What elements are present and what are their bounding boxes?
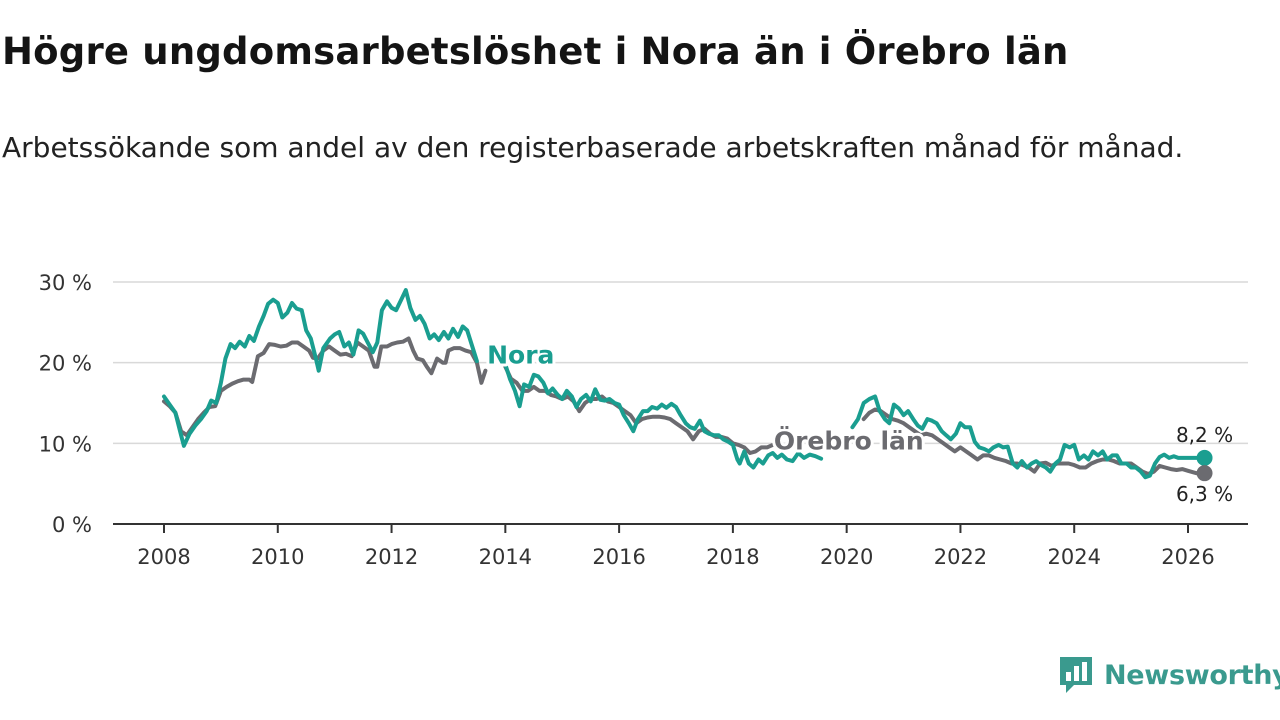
chart-title: Högre ungdomsarbetslöshet i Nora än i Ör… bbox=[2, 30, 1069, 73]
series-label-orebro-lan: Örebro län bbox=[774, 425, 924, 455]
end-markers: 8,2 % 6,3 % bbox=[1176, 423, 1233, 506]
end-value-label-orebro-lan: 6,3 % bbox=[1176, 482, 1233, 506]
x-tick-label: 2022 bbox=[934, 545, 987, 569]
x-tick-label: 2024 bbox=[1047, 545, 1100, 569]
end-marker-nora bbox=[1196, 449, 1213, 466]
x-tick-label: 2020 bbox=[820, 545, 873, 569]
chart-subtitle: Arbetssökande som andel av den registerb… bbox=[2, 131, 1184, 164]
y-tick-label: 10 % bbox=[39, 432, 92, 456]
x-tick-label: 2008 bbox=[137, 545, 190, 569]
y-tick-label: 20 % bbox=[39, 352, 92, 376]
series-lines bbox=[162, 288, 1199, 480]
series-label-nora: Nora bbox=[487, 341, 554, 370]
x-tick-label: 2026 bbox=[1161, 545, 1214, 569]
newsworthy-brand: Newsworthy bbox=[1058, 654, 1280, 696]
x-tick-label: 2012 bbox=[365, 545, 418, 569]
x-tick-label: 2014 bbox=[479, 545, 532, 569]
end-value-label-nora: 8,2 % bbox=[1176, 423, 1233, 447]
series-line-nora bbox=[162, 288, 1199, 480]
grid-lines bbox=[113, 281, 1248, 445]
x-tick-label: 2010 bbox=[251, 545, 304, 569]
y-tick-label: 30 % bbox=[39, 271, 92, 295]
end-marker-orebro-lan bbox=[1196, 465, 1213, 482]
brand-name: Newsworthy bbox=[1104, 659, 1280, 691]
series-labels: Nora Örebro län bbox=[484, 338, 927, 459]
newsworthy-logo-icon bbox=[1060, 657, 1092, 693]
y-tick-label: 0 % bbox=[52, 513, 92, 537]
series-line-orebro-lan bbox=[162, 336, 1199, 476]
x-axis-tick-labels: 2008 2010 2012 2014 2016 2018 2020 2022 2024 2026 bbox=[137, 545, 1214, 569]
x-tick-label: 2016 bbox=[592, 545, 645, 569]
y-axis-tick-labels: 0 % 10 % 20 % 30 % bbox=[39, 271, 92, 537]
x-tick-label: 2018 bbox=[706, 545, 759, 569]
x-axis bbox=[113, 523, 1248, 533]
